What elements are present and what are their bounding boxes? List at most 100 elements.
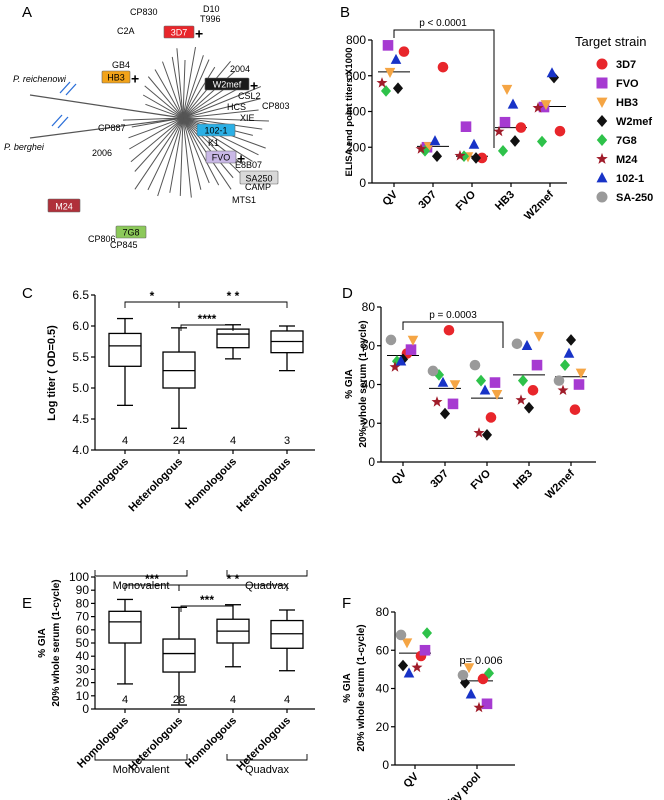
data-point [509,135,521,147]
strain-label: 2004 [230,64,250,74]
vaccine-cross-mark: + [250,78,258,94]
y-tick-label: 90 [76,583,90,597]
data-point [596,114,608,128]
panel-letter-D: D [342,285,353,302]
y-tick-label: 80 [76,596,90,610]
panel-letter-C: C [22,285,33,302]
group-label: Quadvax [245,580,290,592]
group-bracket [226,754,308,761]
data-point [398,46,410,57]
tree-branch [128,117,184,139]
box-body [270,619,304,649]
tree-branch [182,117,202,190]
box-body [162,638,196,673]
sample-size-label: 28 [173,694,185,706]
strain-label: XIE [240,113,255,123]
significance-bracket [178,584,288,591]
data-point [457,669,469,681]
tree-branch [176,48,184,119]
data-point [385,334,397,346]
tree-branch [182,117,232,190]
significance-label: *** [200,593,214,607]
data-point [411,661,423,673]
legend-entry: SA-250 [616,192,653,204]
tree-branch [171,56,184,119]
y-tick-label: 20 [376,720,390,734]
x-tick-label: W2mef [522,188,556,222]
y-tick-label: 0 [359,176,366,190]
data-point [596,171,608,183]
data-point [565,334,577,346]
data-point [517,374,529,387]
y-tick-label: 6.5 [72,288,89,302]
y-tick-label: 60 [362,339,376,353]
strain-label: M24 [55,202,73,212]
strain-label: T996 [200,14,221,24]
sample-size-label: 4 [230,694,236,706]
sample-size-label: 4 [122,435,128,447]
data-point [415,143,427,154]
break-mark [65,83,77,96]
y-tick-label: 4.0 [72,443,89,457]
legend-entry: W2mef [616,116,652,128]
tree-branch [144,85,184,119]
y-tick-label: 0 [382,758,389,772]
x-tick-label: Heterologous [126,456,185,515]
data-point [470,152,482,164]
y-tick-label: 80 [376,605,390,619]
panel-letter-A: A [22,4,32,21]
y-tick-label: 6.0 [72,319,89,333]
data-point [521,339,533,350]
break-mark [51,114,63,127]
significance-label: *** [145,572,159,586]
tree-branch [145,103,184,119]
y-tick-label: 800 [346,33,366,47]
data-point [540,100,552,111]
data-point [569,404,581,415]
strain-label: CP830 [130,7,158,17]
significance-label: **** [198,312,217,326]
tree-branch [154,69,184,119]
tree-branch [129,117,184,150]
data-point [421,627,433,639]
data-point [501,84,513,95]
panel-letter-F: F [342,595,351,612]
data-point [427,365,439,377]
strain-label: SA250 [245,174,272,184]
data-point [403,667,415,678]
y-tick-label: 30 [76,662,90,676]
data-point [395,629,407,641]
box-panel-C: 4.04.55.05.56.06.54 24 4 3HomologousHeterol… [46,288,315,592]
strain-label: E8B07 [235,160,262,170]
significance-bracket [180,605,234,612]
strain-label: CSL2 [238,91,261,101]
strain-label: CP803 [262,101,290,111]
tree-branch [182,55,204,119]
strain-label: W2mef [213,80,242,90]
annotation: p= 0.006 [459,655,502,667]
data-point [573,379,585,390]
group-bracket [94,570,188,577]
data-point [596,97,608,109]
outgroup-label: P. reichenowi [13,74,67,84]
legend-entry: 7G8 [616,135,637,147]
x-tick-label: 3D7 [416,189,439,212]
legend-entry: 102-1 [616,173,644,185]
group-bracket [226,570,308,577]
panel-letter-B: B [340,4,350,21]
y-tick-label: 200 [346,140,366,154]
group-bracket [94,754,188,761]
x-tick-label: QV [380,188,400,208]
x-tick-label: Homologous [183,456,239,512]
y-tick-label: 40 [362,378,376,392]
box-body [108,332,142,367]
x-tick-label: FVO [454,188,479,213]
tree-branch [134,117,184,172]
strain-label: FVO [212,153,231,163]
legend-entry: FVO [616,78,639,90]
y-tick-label: 20 [76,676,90,690]
data-point [447,398,459,410]
tree-branch [162,61,184,119]
y-tick-label: 40 [76,649,90,663]
data-point [458,150,470,163]
